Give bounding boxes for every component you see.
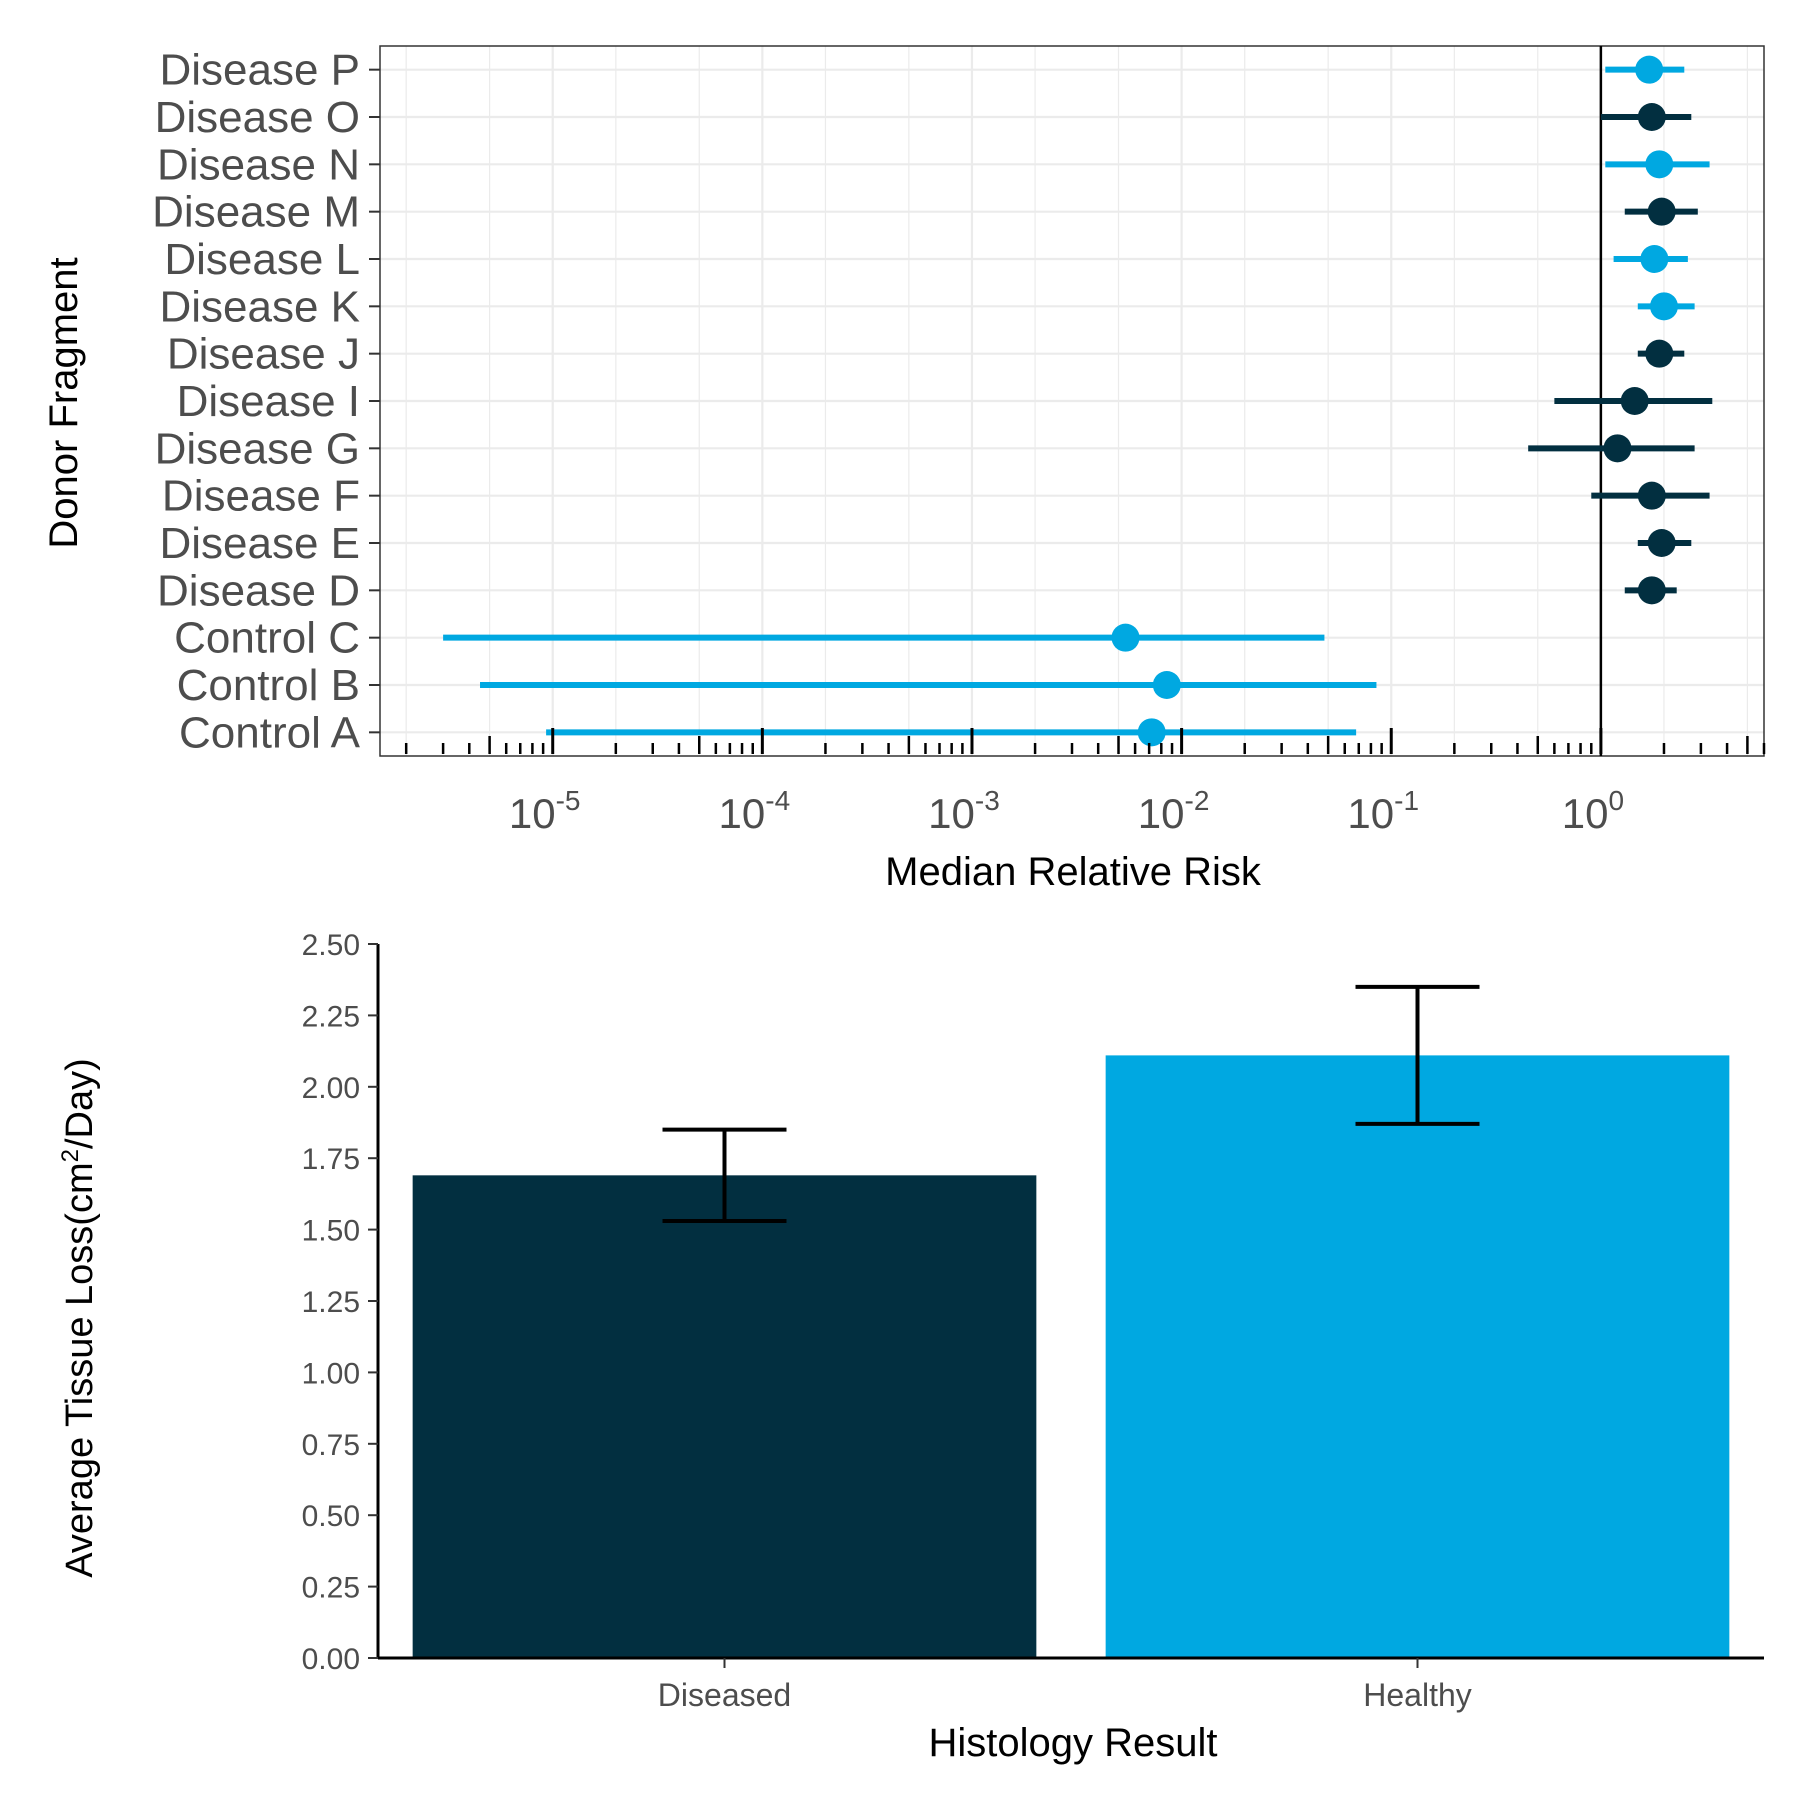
y-tick-label: Disease D <box>157 566 360 615</box>
x-tick-label-base: 10 <box>928 790 975 837</box>
y-tick-label: Control B <box>177 661 360 710</box>
bar-y-axis-title-part2: /Day) <box>59 1058 101 1149</box>
point-estimate <box>1647 529 1676 557</box>
forest-x-axis-title: Median Relative Risk <box>885 850 1262 894</box>
x-tick-label: 10-5 <box>509 785 581 837</box>
x-tick-label: 10-3 <box>928 785 1000 837</box>
point-estimate <box>1635 55 1664 84</box>
x-tick-label: 10-1 <box>1347 785 1419 837</box>
y-tick-label: Disease M <box>152 188 360 237</box>
y-tick-label: 1.50 <box>302 1215 360 1248</box>
x-tick-label-base: 10 <box>1347 790 1394 837</box>
point-estimate <box>1649 292 1678 321</box>
x-tick-label-exponent: 0 <box>1608 785 1624 816</box>
point-estimate <box>1111 623 1140 652</box>
y-tick-label: Control C <box>174 614 360 663</box>
y-tick-label: Disease I <box>177 377 360 426</box>
bar-x-ticks: Diseased Healthy <box>658 1658 1472 1713</box>
y-tick-label: 0.00 <box>302 1643 360 1676</box>
y-tick-label: Disease O <box>155 93 360 142</box>
forest-marks <box>443 46 1713 756</box>
bar-y-axis-title: Average Tissue Loss(cm2/Day) <box>57 1058 101 1578</box>
forest-x-ticks: 10-5 10-4 10-3 10-2 10-1 100 <box>404 728 1766 837</box>
x-tick-label-exponent: -3 <box>975 785 1000 816</box>
x-tick-label: Diseased <box>658 1677 791 1713</box>
x-tick-label-exponent: -4 <box>765 785 790 816</box>
x-tick-label-exponent: -2 <box>1185 785 1210 816</box>
point-estimate <box>1620 387 1649 415</box>
x-tick-label-base: 10 <box>1562 790 1609 837</box>
y-tick-label: Disease J <box>167 330 360 379</box>
y-tick-label: 1.25 <box>302 1286 360 1319</box>
y-tick-label: Disease E <box>159 519 360 568</box>
y-tick-label: Control A <box>179 708 361 757</box>
point-estimate <box>1637 481 1666 510</box>
point-estimate <box>1152 671 1181 699</box>
y-tick-label: Disease N <box>157 140 360 189</box>
x-tick-label-base: 10 <box>509 790 556 837</box>
y-tick-label: 1.00 <box>302 1357 360 1390</box>
bar-y-ticks: 0.00 0.25 0.50 0.75 1.00 1.25 1.50 1.75 2.00 2.25… <box>302 929 378 1676</box>
bar-y-axis-title-part1: Average Tissue Loss(cm <box>59 1162 101 1577</box>
y-tick-label: Disease F <box>162 472 360 521</box>
y-tick-label: 2.25 <box>302 1000 360 1033</box>
y-tick-label: Disease P <box>159 46 360 95</box>
x-tick-label-exponent: -1 <box>1394 785 1419 816</box>
y-tick-label: 0.50 <box>302 1500 360 1533</box>
forest-y-axis-title: Donor Fragment <box>42 257 86 548</box>
point-estimate <box>1645 339 1674 368</box>
x-tick-label: Healthy <box>1363 1677 1472 1713</box>
bar-x-axis-title: Histology Result <box>928 1721 1217 1765</box>
bar-chart: 0.00 0.25 0.50 0.75 1.00 1.25 1.50 1.75 2.00 2.25… <box>57 929 1764 1765</box>
y-tick-label: 0.75 <box>302 1429 360 1462</box>
x-tick-label-exponent: -5 <box>556 785 581 816</box>
point-estimate <box>1137 718 1166 747</box>
point-estimate <box>1640 245 1669 273</box>
x-tick-label: 100 <box>1562 785 1624 837</box>
y-tick-label: 0.25 <box>302 1572 360 1605</box>
bar <box>412 1175 1037 1658</box>
bar <box>1105 1055 1730 1658</box>
x-tick-label-base: 10 <box>1138 790 1185 837</box>
y-tick-label: Disease L <box>164 235 360 284</box>
point-estimate <box>1647 197 1676 226</box>
x-tick-label: 10-4 <box>719 785 791 837</box>
point-estimate <box>1645 150 1674 179</box>
y-tick-label: Disease K <box>159 282 360 331</box>
y-tick-label: 2.50 <box>302 929 360 962</box>
point-estimate <box>1603 434 1632 463</box>
bar-y-axis-title-superscript: 2 <box>57 1149 84 1162</box>
y-tick-label: 1.75 <box>302 1143 360 1176</box>
bar-marks <box>412 984 1730 1658</box>
point-estimate <box>1637 103 1666 131</box>
x-tick-label-base: 10 <box>719 790 766 837</box>
y-tick-label: 2.00 <box>302 1072 360 1105</box>
y-tick-label: Disease G <box>155 424 360 473</box>
x-tick-label: 10-2 <box>1138 785 1210 837</box>
point-estimate <box>1637 576 1666 605</box>
